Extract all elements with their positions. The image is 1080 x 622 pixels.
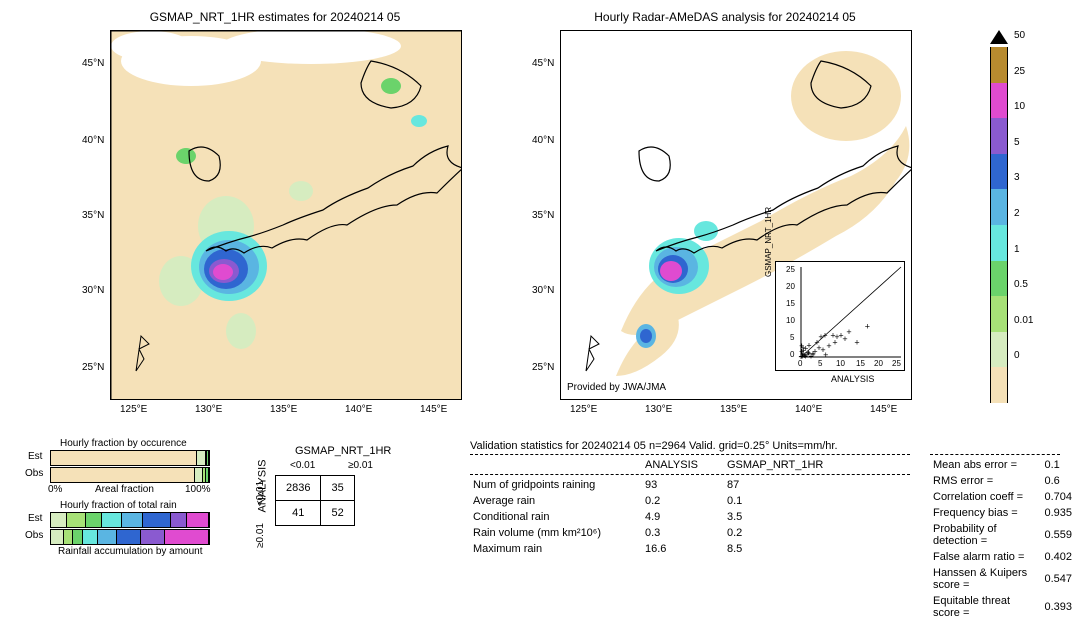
xtick: 130°E <box>195 404 222 415</box>
colorbar <box>990 30 1008 403</box>
xtick: 135°E <box>270 404 297 415</box>
occurrence-est-bar <box>50 450 210 466</box>
stick: 25 <box>786 265 795 274</box>
right-map: ++++++++++++++++++++++++++++++++++++ ANA… <box>560 30 912 400</box>
svg-text:+: + <box>854 338 859 348</box>
totalrain-title: Hourly fraction of total rain <box>60 500 177 511</box>
dash <box>470 454 910 455</box>
dash <box>930 454 1060 455</box>
stick: 20 <box>874 359 883 368</box>
occ-100pct: 100% <box>185 484 211 495</box>
validation-left-table: ANALYSISGSMAP_NRT_1HR <box>465 456 831 474</box>
xtick: 130°E <box>645 404 672 415</box>
obs-label: Obs <box>25 530 43 541</box>
est-label: Est <box>28 513 42 524</box>
ytick: 40°N <box>532 135 554 146</box>
occurrence-title: Hourly fraction by occurence <box>60 438 187 449</box>
dash <box>470 474 910 475</box>
svg-text:+: + <box>816 343 821 353</box>
svg-text:+: + <box>822 330 827 340</box>
provided-by: Provided by JWA/JMA <box>567 382 666 393</box>
stick: 5 <box>818 359 822 368</box>
occurrence-obs-bar <box>50 467 210 483</box>
ytick: 40°N <box>82 135 104 146</box>
obs-label: Obs <box>25 468 43 479</box>
xtick: 125°E <box>120 404 147 415</box>
left-map-title: GSMAP_NRT_1HR estimates for 20240214 05 <box>80 10 470 24</box>
ytick: 25°N <box>82 362 104 373</box>
ytick: 30°N <box>82 285 104 296</box>
left-map <box>110 30 462 400</box>
stick: 20 <box>786 282 795 291</box>
colorbar-labels: 50251053210.50.010 <box>1014 36 1033 392</box>
totalrain-obs-bar <box>50 529 210 545</box>
xtick: 140°E <box>345 404 372 415</box>
stick: 0 <box>798 359 802 368</box>
xtick: 135°E <box>720 404 747 415</box>
stick: 15 <box>856 359 865 368</box>
occ-0pct: 0% <box>48 484 62 495</box>
stick: 10 <box>786 316 795 325</box>
est-label: Est <box>28 451 42 462</box>
stick: 0 <box>790 350 794 359</box>
svg-text:+: + <box>865 321 870 331</box>
totalrain-caption: Rainfall accumulation by amount <box>58 546 203 557</box>
clabel: ≥0.01 <box>348 460 373 471</box>
clabel: <0.01 <box>290 460 315 471</box>
scatter-inset: ++++++++++++++++++++++++++++++++++++ ANA… <box>775 261 905 371</box>
xtick: 140°E <box>795 404 822 415</box>
svg-text:+: + <box>801 346 806 356</box>
ytick: 30°N <box>532 285 554 296</box>
ytick: 25°N <box>532 362 554 373</box>
svg-text:+: + <box>846 327 851 337</box>
right-map-title: Hourly Radar-AMeDAS analysis for 2024021… <box>530 10 920 24</box>
stick: 5 <box>790 333 794 342</box>
ytick: 45°N <box>82 58 104 69</box>
scatter-ylabel: GSMAP_NRT_1HR <box>764 207 773 277</box>
stick: 15 <box>786 299 795 308</box>
contingency-col-header: GSMAP_NRT_1HR <box>295 445 391 457</box>
rlabel: ≥0.01 <box>255 523 266 548</box>
svg-text:+: + <box>806 348 811 358</box>
occ-caption: Areal fraction <box>95 484 154 495</box>
totalrain-est-bar <box>50 512 210 528</box>
xtick: 145°E <box>870 404 897 415</box>
xtick: 145°E <box>420 404 447 415</box>
stick: 10 <box>836 359 845 368</box>
validation-header: Validation statistics for 20240214 05 n=… <box>470 440 838 452</box>
rlabel: <0.01 <box>255 481 266 506</box>
validation-stats: Mean abs error = 0.1RMS error = 0.6Corre… <box>925 456 1080 622</box>
svg-text:+: + <box>823 350 828 360</box>
stick: 25 <box>892 359 901 368</box>
xtick: 125°E <box>570 404 597 415</box>
ytick: 35°N <box>532 210 554 221</box>
ytick: 35°N <box>82 210 104 221</box>
ytick: 45°N <box>532 58 554 69</box>
contingency-table: 283635 4152 <box>275 475 355 526</box>
svg-text:+: + <box>834 332 839 342</box>
scatter-xlabel: ANALYSIS <box>831 374 874 384</box>
validation-rows: Num of gridpoints raining9387Average rai… <box>465 476 750 558</box>
